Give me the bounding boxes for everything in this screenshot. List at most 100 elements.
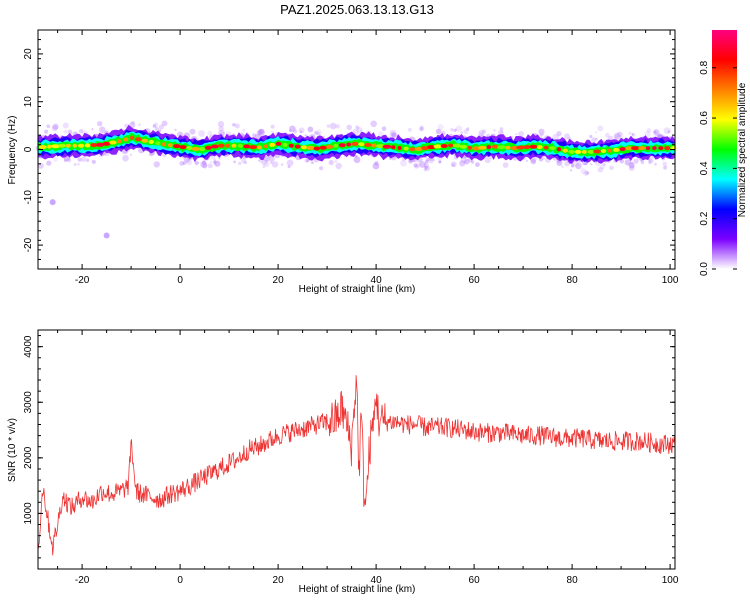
spectrogram-halo-dot — [591, 137, 597, 143]
snr-plot-area — [37, 375, 676, 556]
snr-frame — [37, 329, 676, 570]
spectrogram-halo-dot — [182, 161, 187, 165]
spectrogram-halo-dot — [63, 130, 68, 134]
spectrogram-halo-dot — [605, 132, 610, 138]
spectrogram-peak — [154, 141, 161, 146]
spectrogram-halo-dot — [609, 165, 614, 171]
spectrogram-peak — [414, 147, 423, 151]
spectrogram-halo-dot — [304, 158, 309, 163]
spectrogram-peak — [123, 137, 129, 142]
spectrogram-halo-dot — [210, 160, 213, 163]
spectrogram-halo-dot — [438, 160, 442, 164]
spectrogram-peak — [537, 145, 543, 150]
spectrogram-axes: -20 0 20 40 60 80 100 -20 -10 0 10 20 — [23, 29, 679, 286]
spectrogram-halo-dot — [390, 131, 396, 138]
spectrogram-halo-dot — [470, 160, 475, 164]
spectrogram-halo-dot — [455, 125, 463, 132]
spectrogram-halo-dot — [233, 160, 236, 164]
spectrogram-halo-dot — [261, 159, 268, 166]
snr-x-tick-label: 0 — [177, 575, 183, 586]
spectrogram-halo-dot — [207, 130, 213, 136]
spectrogram-halo-dot — [316, 131, 320, 135]
spectrogram-halo-dot — [378, 131, 384, 137]
spectrogram-halo-dot — [355, 154, 358, 158]
spectrogram-peak — [288, 143, 294, 148]
spectrogram-peak — [263, 144, 268, 149]
colorbar-tick-label: 0.4 — [699, 161, 710, 175]
spectrogram-halo-dot — [130, 153, 133, 156]
spectrogram-halo-dot — [91, 128, 94, 131]
spectrogram-halo-dot — [307, 126, 314, 133]
spectrogram-halo-dot — [67, 129, 73, 135]
colorbar: 0.0 0.2 0.4 0.6 0.8 Normalized spectral ampl… — [699, 30, 748, 276]
spectrogram-peak — [109, 140, 117, 145]
spectrogram-halo-dot — [194, 161, 199, 165]
spectrogram-halo-dot — [374, 161, 379, 166]
spectrogram-peak — [593, 149, 601, 154]
colorbar-tick-label: 0.0 — [699, 262, 710, 276]
spectrogram-halo-dot — [200, 161, 208, 168]
spectrogram-halo-dot — [560, 165, 564, 169]
snr-y-tick-label: 4000 — [23, 335, 34, 358]
spectrogram-peak — [51, 144, 61, 149]
spectrogram-halo-dot — [287, 165, 291, 169]
spectrogram-halo-dot — [435, 128, 442, 135]
spectrogram-peak — [39, 145, 47, 150]
spectrogram-halo-dot — [238, 161, 242, 166]
spectrogram-peak — [58, 143, 66, 148]
spectrogram-peak — [562, 148, 568, 153]
spectrogram-halo-dot — [628, 162, 635, 169]
spectrogram-halo-dot — [44, 129, 49, 134]
spectrogram-halo-dot — [499, 127, 504, 131]
spectrogram-halo-dot — [439, 160, 442, 163]
spectrogram-peak — [491, 144, 499, 149]
spectrogram-halo-dot — [353, 156, 361, 164]
spectrogram-halo-dot — [631, 133, 634, 136]
spectrogram-halo-dot — [91, 159, 96, 164]
spectrogram-peak — [382, 144, 392, 149]
snr-y-tick-label: 2000 — [23, 446, 34, 469]
spectrogram-halo-dot — [131, 120, 135, 125]
spectrogram-peak — [333, 143, 339, 148]
spectrogram-halo-dot — [541, 156, 545, 161]
spectrogram-halo-dot — [453, 129, 457, 133]
spectrogram-halo-dot — [450, 161, 457, 168]
spectrogram-halo-dot — [73, 163, 77, 166]
spectrogram-peak — [161, 142, 166, 147]
colorbar-ticks: 0.0 0.2 0.4 0.6 0.8 — [699, 60, 737, 276]
spectrogram-peak — [269, 142, 276, 147]
spectrogram-halo-dot — [564, 133, 570, 140]
spectrogram-halo-dot — [628, 131, 632, 135]
spectrogram-halo-dot — [466, 127, 470, 131]
spectrogram-halo-dot — [518, 131, 525, 137]
spectrogram-halo-dot — [158, 129, 162, 133]
spectrogram-peak — [612, 147, 620, 152]
spectrogram-peak — [638, 146, 646, 151]
spectrogram-halo-dot — [463, 129, 469, 135]
spectrogram-halo-dot — [418, 157, 423, 163]
spectrogram-halo-dot — [407, 127, 412, 132]
spectrogram-peak — [397, 146, 402, 150]
spectrogram-peak — [275, 141, 282, 146]
spectrogram-halo-dot — [426, 158, 430, 162]
spectrogram-halo-dot — [202, 160, 206, 165]
spectrogram-halo-dot — [174, 128, 177, 131]
spectrogram-peak — [631, 146, 640, 151]
spectrogram-y-tick-label: -20 — [23, 237, 34, 252]
spectrogram-halo-dot — [148, 152, 153, 157]
spectrogram-halo-dot — [329, 122, 337, 130]
colorbar-tick-label: 0.8 — [699, 60, 710, 74]
spectrogram-halo-dot — [257, 128, 265, 136]
spectrogram-halo-dot — [540, 133, 544, 137]
spectrogram-halo-dot — [437, 124, 444, 131]
spectrogram-peak — [421, 146, 430, 151]
spectrogram-plot-area — [35, 120, 677, 239]
spectrogram-halo-dot — [571, 165, 574, 168]
spectrogram-halo-dot — [640, 160, 645, 165]
spectrogram-halo-dot — [53, 157, 58, 162]
colorbar-label: Normalized spectral amplitude — [737, 82, 748, 217]
colorbar-tick-label: 0.6 — [699, 111, 710, 125]
spectrogram-halo-dot — [631, 133, 636, 137]
spectrogram-peak — [237, 143, 243, 148]
spectrogram-halo-dot — [600, 164, 605, 170]
